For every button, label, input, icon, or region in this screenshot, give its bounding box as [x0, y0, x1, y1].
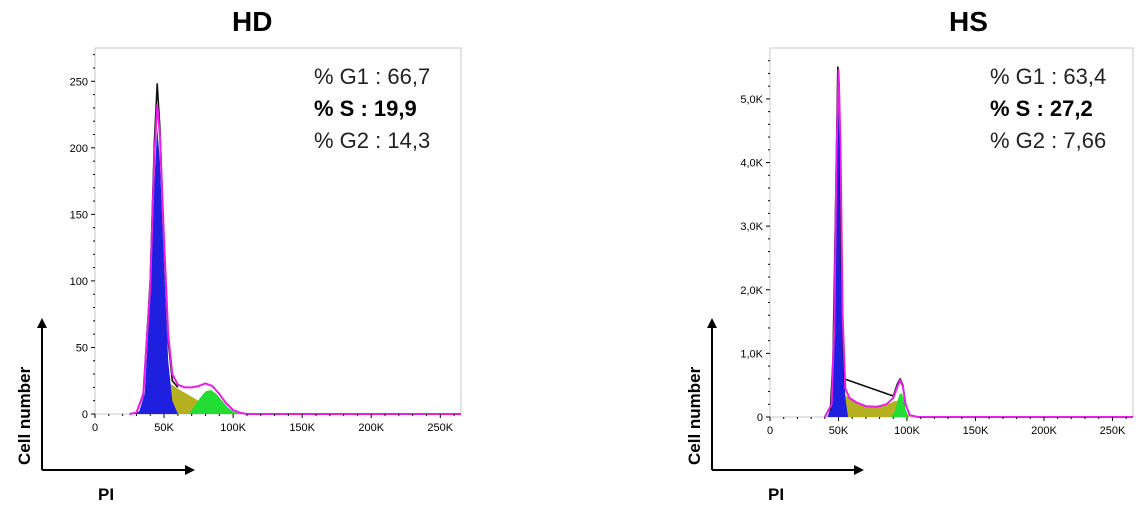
- s-phase-area: [827, 391, 910, 417]
- x-tick-label: 200K: [358, 422, 384, 434]
- y-tick-label: 100: [70, 276, 88, 288]
- x-tick-label: 0: [767, 425, 773, 437]
- histogram-plot: 0 50K 100K 150K 200K 250K 0 1,0K 2,0K 3,0K 4,0K 5,0…: [685, 47, 1134, 504]
- fit-curve-line: [823, 69, 1133, 418]
- x-tick-label: 150K: [963, 425, 989, 437]
- phase-percentage-label: % S : 27,2: [990, 96, 1093, 121]
- phase-percentage-label: % G2 : 14,3: [314, 128, 430, 153]
- phase-percentage-label: % G1 : 66,7: [314, 64, 430, 89]
- phase-percentage-label: % S : 19,9: [314, 96, 417, 121]
- x-axis-label: PI: [768, 485, 784, 504]
- chart-title: HD: [232, 6, 273, 37]
- y-tick-label: 150: [70, 209, 88, 221]
- chart-panel-hs: HS 0 50K 100K 150K 200K 250K 0 1,0K 2,0K 3,0K 4,0K…: [572, 0, 1144, 511]
- y-tick-label: 50: [76, 342, 88, 354]
- x-tick-label: 100K: [894, 425, 920, 437]
- phase-percentage-label: % G1 : 63,4: [990, 64, 1106, 89]
- y-tick-label: 3,0K: [740, 221, 763, 233]
- y-tick-label: 4,0K: [740, 158, 763, 170]
- phase-percentage-label: % G2 : 7,66: [990, 128, 1106, 153]
- g2-phase-area: [188, 390, 242, 414]
- x-tick-label: 100K: [220, 422, 246, 434]
- histogram-plot: 0 50K 100K 150K 200K 250K 0 50 100 150 200 250 % G1 …: [15, 47, 462, 504]
- y-tick-label: 0: [757, 412, 763, 424]
- y-tick-label: 200: [70, 143, 88, 155]
- chart-panel-hd: HD 0 50K 100K 150K 200K 250K 0 50 100 150 200 250 % …: [15, 6, 462, 504]
- y-tick-label: 1,0K: [740, 348, 763, 360]
- x-axis-arrowhead: [185, 465, 195, 475]
- plot-frame: [769, 47, 1134, 418]
- x-tick-label: 200K: [1031, 425, 1057, 437]
- x-tick-label: 50K: [829, 425, 849, 437]
- x-tick-label: 0: [92, 422, 98, 434]
- y-tick-label: 0: [82, 409, 88, 421]
- chart-title: HS: [949, 6, 988, 37]
- x-tick-label: 150K: [289, 422, 315, 434]
- g1-phase-area: [133, 127, 178, 415]
- y-axis-arrowhead: [37, 318, 47, 328]
- x-tick-label: 250K: [427, 422, 453, 434]
- g2-phase-area: [890, 392, 909, 417]
- x-tick-label: 50K: [154, 422, 174, 434]
- y-tick-label: 250: [70, 76, 88, 88]
- y-tick-label: 5,0K: [740, 94, 763, 106]
- y-axis-label: Cell number: [15, 366, 34, 465]
- y-tick-label: 2,0K: [740, 285, 763, 297]
- x-axis-arrowhead: [854, 465, 864, 475]
- y-axis-label: Cell number: [685, 366, 704, 465]
- x-axis-label: PI: [98, 485, 114, 504]
- y-axis-arrowhead: [707, 318, 717, 328]
- x-tick-label: 250K: [1100, 425, 1126, 437]
